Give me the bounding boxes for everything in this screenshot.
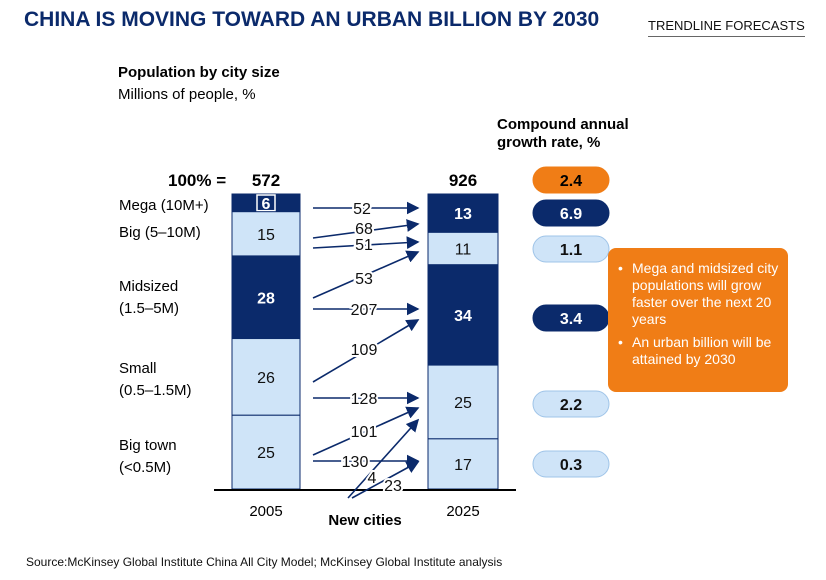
bar-segment-2025-1 xyxy=(427,193,499,233)
bar-segment-2025-5 xyxy=(427,438,499,490)
bar-value-label: 26 xyxy=(257,370,275,387)
x-tick-label: 2025 xyxy=(446,503,479,520)
category-label-5: Big town xyxy=(119,437,177,454)
bar-value-label: 6 xyxy=(262,196,271,213)
flow-value-label: 207 xyxy=(351,302,378,319)
bar-value-label: 28 xyxy=(257,290,275,307)
bar-segment-2025-4 xyxy=(427,364,499,440)
flow-value-label: 53 xyxy=(355,271,373,288)
bar-total-label: 926 xyxy=(449,171,477,190)
bar-value-label: 25 xyxy=(454,395,472,412)
cagr-header: Compound annual growth rate, % xyxy=(497,116,629,152)
chart-title: Population by city size xyxy=(118,64,280,81)
category-label-5: (<0.5M) xyxy=(119,459,171,476)
bar-value-label: 25 xyxy=(257,445,275,462)
bar-value-label: 13 xyxy=(454,206,472,223)
flow-arrow-3 xyxy=(312,236,420,250)
flow-value-label: 23 xyxy=(384,478,402,495)
flow-arrow-11 xyxy=(351,461,420,499)
cagr-total-pill xyxy=(532,166,610,194)
cagr-segment-1-value: 6.9 xyxy=(560,206,582,223)
note-bullet-2: An urban billion will be attained by 203… xyxy=(618,334,780,368)
bar-segment-2005-4 xyxy=(231,338,301,416)
cagr-segment-4-value: 2.2 xyxy=(560,397,582,414)
flow-value-label: 4 xyxy=(368,470,377,487)
flow-value-label: 68 xyxy=(355,221,373,238)
flow-arrow-8 xyxy=(312,406,420,456)
bar-value-label: 34 xyxy=(454,308,472,325)
total-prefix: 100% = xyxy=(168,171,226,190)
flow-value-label: 128 xyxy=(351,391,378,408)
note-bullet-1: Mega and midsized city populations will … xyxy=(618,260,780,328)
category-label-4: Small xyxy=(119,360,157,377)
flow-arrow-10 xyxy=(347,418,420,499)
cagr-segment-4-pill xyxy=(532,390,610,418)
cagr-header-line-1: Compound annual xyxy=(497,116,629,133)
cagr-segment-2-pill xyxy=(532,235,610,263)
chart-units: Millions of people, % xyxy=(118,86,256,103)
cagr-segment-5-value: 0.3 xyxy=(560,457,582,474)
flow-value-label: 101 xyxy=(351,424,378,441)
bar-total-label: 572 xyxy=(252,171,280,190)
flow-value-label: 130 xyxy=(342,454,369,471)
section-tag: TRENDLINE FORECASTS xyxy=(648,18,805,37)
x-tick-label: 2005 xyxy=(249,503,282,520)
bar-value-label: 15 xyxy=(257,227,275,244)
bar-value-label: 17 xyxy=(454,457,472,474)
flow-arrow-6 xyxy=(312,319,420,383)
category-label-3: (1.5–5M) xyxy=(119,300,179,317)
category-label-2: Big (5–10M) xyxy=(119,224,201,241)
bar-segment-2005-3 xyxy=(231,255,301,340)
flow-arrow-4 xyxy=(312,250,420,299)
source-note: Source:McKinsey Global Institute China A… xyxy=(26,555,503,569)
bar-segment-2025-2 xyxy=(427,231,499,266)
cagr-total-value: 2.4 xyxy=(560,173,582,190)
note-callout: Mega and midsized city populations will … xyxy=(608,248,788,392)
category-label-1: Mega (10M+) xyxy=(119,197,209,214)
flow-axis-label: New cities xyxy=(328,512,401,529)
flow-value-label: 109 xyxy=(351,342,378,359)
flow-arrow-2 xyxy=(312,219,420,239)
cagr-segment-2-value: 1.1 xyxy=(560,242,582,259)
cagr-header-line-2: growth rate, % xyxy=(497,134,601,151)
bar-label-box-2005-1 xyxy=(256,194,276,212)
bar-value-label: 11 xyxy=(455,242,472,259)
page-title: CHINA IS MOVING TOWARD AN URBAN BILLION … xyxy=(24,8,600,31)
bar-segment-2005-2 xyxy=(231,211,301,257)
flow-value-label: 52 xyxy=(353,201,371,218)
cagr-segment-5-pill xyxy=(532,450,610,478)
cagr-segment-1-pill xyxy=(532,199,610,227)
category-label-4: (0.5–1.5M) xyxy=(119,382,192,399)
flow-value-label: 51 xyxy=(355,237,373,254)
category-label-3: Midsized xyxy=(119,278,178,295)
cagr-segment-3-value: 3.4 xyxy=(560,311,582,328)
